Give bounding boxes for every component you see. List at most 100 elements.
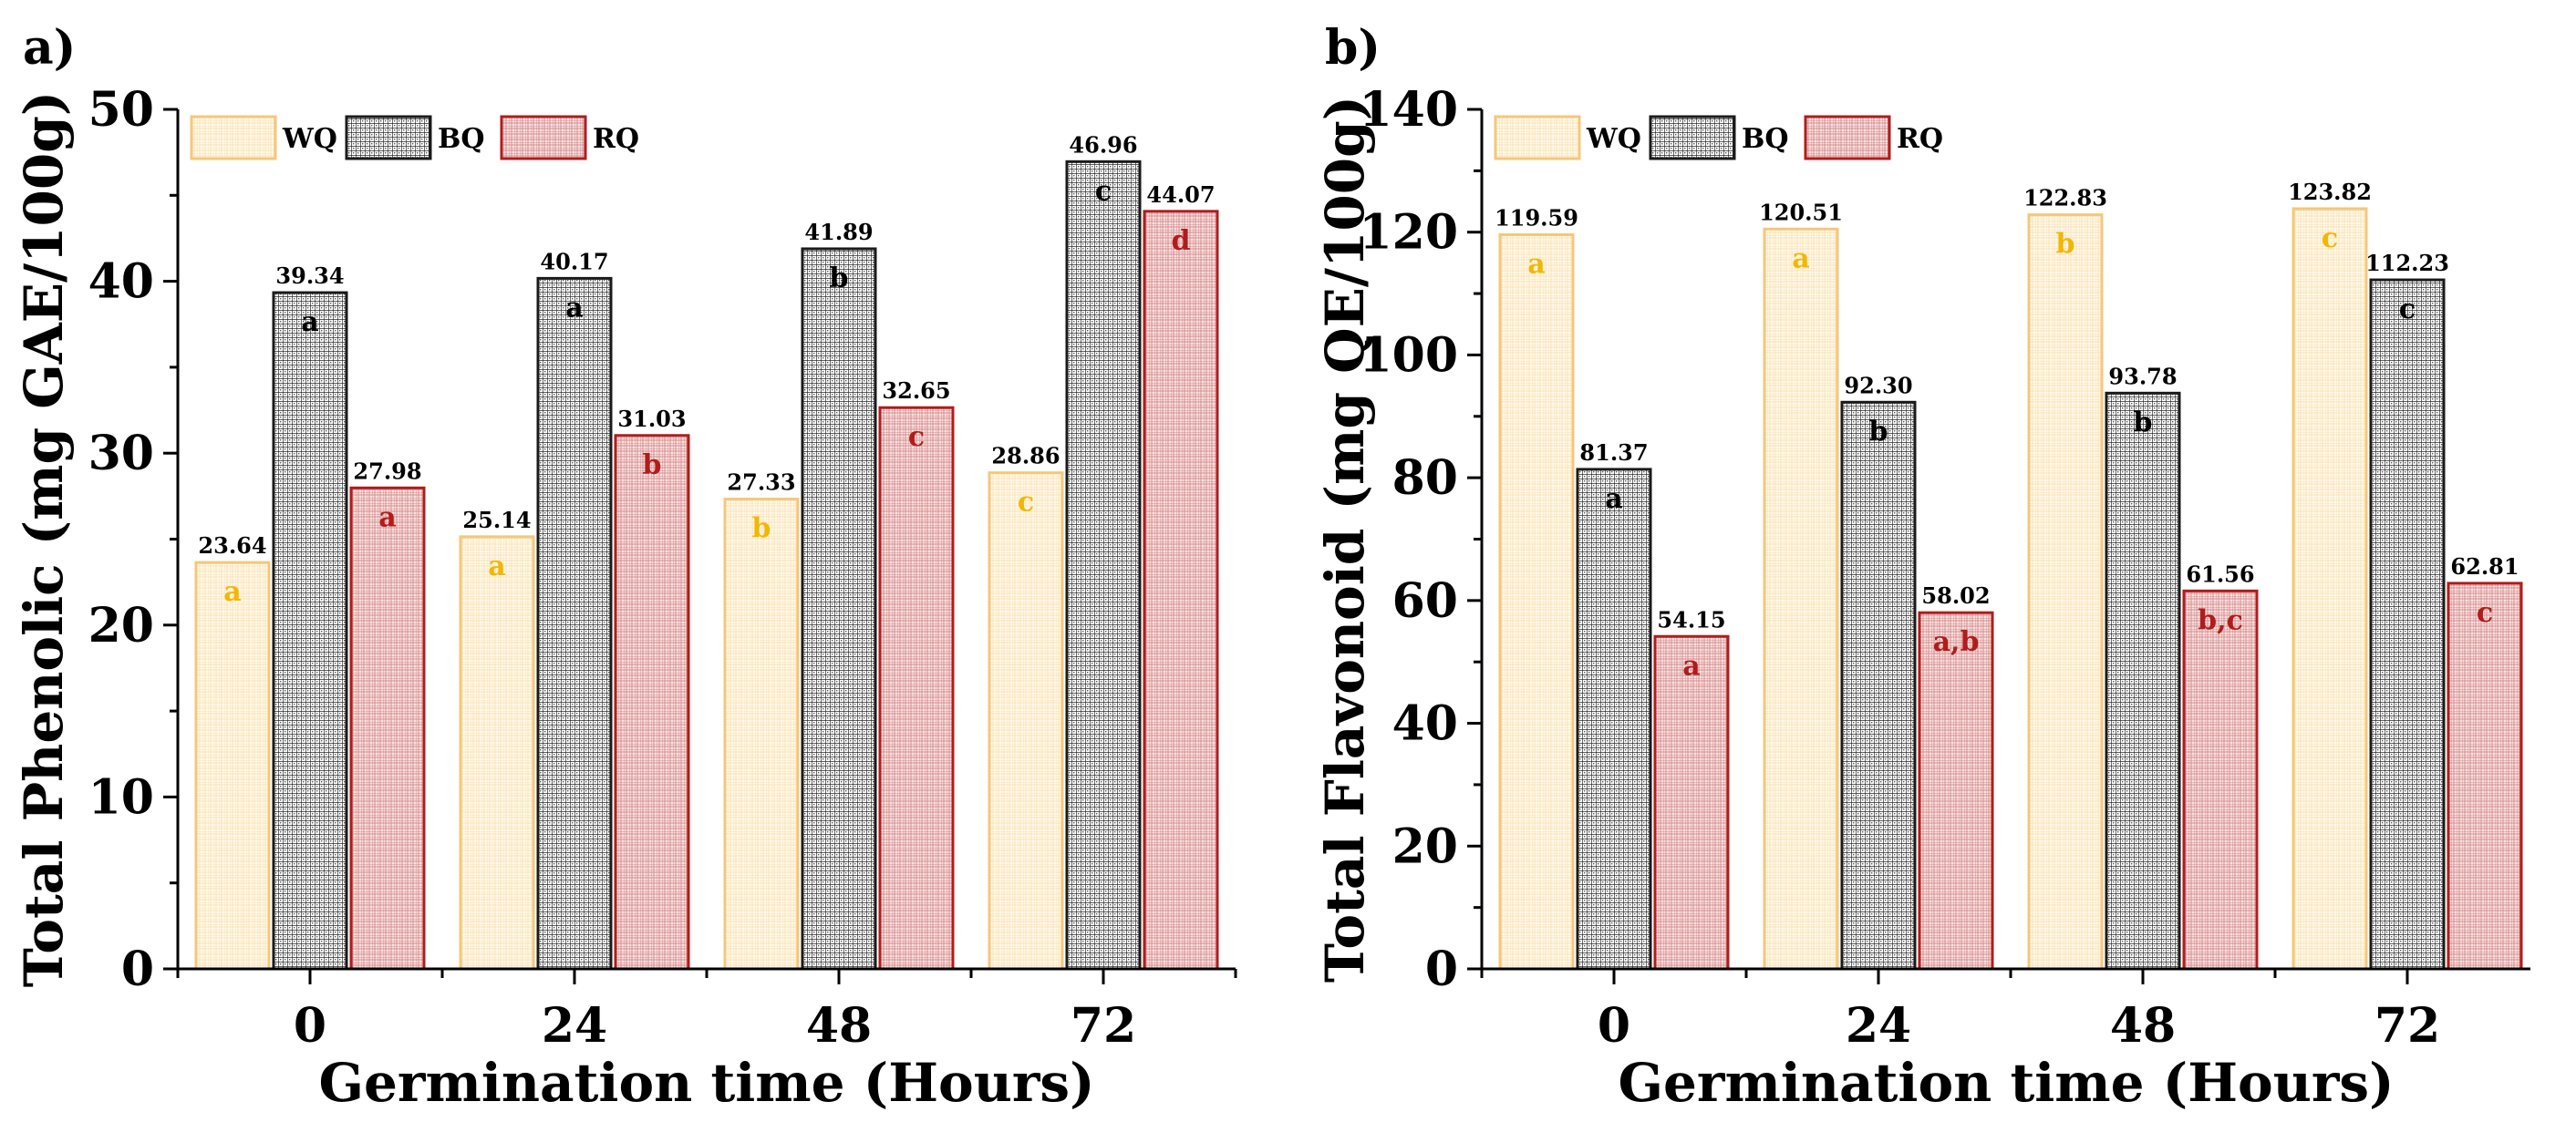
value-label-rq-48: 32.65	[882, 377, 950, 404]
bar-wq-0	[194, 561, 271, 971]
value-label-bq-48: 93.78	[2108, 363, 2177, 389]
bar-bq-0	[272, 291, 348, 971]
x-axis-title: Germination time (Hours)	[1618, 1052, 2394, 1114]
significance-letter-rq-24: a,b	[1933, 626, 1980, 658]
value-label-bq-0: 81.37	[1579, 439, 1648, 466]
value-label-bq-0: 39.34	[275, 262, 344, 289]
significance-letter-bq-72: c	[2399, 293, 2416, 325]
bar-rq-72	[1143, 210, 1219, 971]
value-label-wq-0: 119.59	[1495, 204, 1578, 231]
bar-rq-72	[2447, 582, 2523, 971]
bar-bq-48	[2105, 391, 2181, 971]
bar-rq-24	[1918, 611, 1994, 971]
y-tick-label: 120	[1359, 205, 1458, 261]
panel-label: a)	[23, 20, 76, 76]
legend-label-rq: RQ	[593, 123, 639, 155]
legend-label-bq: BQ	[438, 123, 485, 155]
value-label-rq-24: 58.02	[1921, 582, 1990, 609]
bar-bq-72	[1065, 160, 1142, 971]
value-label-wq-24: 25.14	[462, 507, 531, 533]
value-label-rq-72: 44.07	[1146, 181, 1215, 208]
significance-letter-rq-0: a	[378, 501, 396, 533]
significance-letter-wq-0: a	[223, 576, 241, 608]
significance-letter-bq-24: b	[1869, 416, 1888, 448]
value-label-wq-48: 27.33	[727, 469, 795, 496]
significance-letter-wq-24: a	[1792, 242, 1809, 274]
significance-letter-rq-72: c	[2477, 597, 2493, 629]
bar-rq-0	[1653, 634, 1730, 971]
legend-label-wq: WQ	[282, 123, 337, 155]
bar-wq-48	[723, 498, 800, 971]
legend-label-bq: BQ	[1742, 123, 1789, 155]
value-label-wq-72: 123.82	[2288, 179, 2372, 205]
bar-rq-24	[614, 434, 690, 971]
bar-rq-48	[2182, 589, 2259, 971]
bar-wq-24	[1763, 227, 1839, 971]
value-label-rq-0: 54.15	[1657, 606, 1725, 633]
y-tick-label: 30	[88, 426, 154, 481]
legend-swatch-rq	[1804, 115, 1891, 160]
value-label-wq-24: 120.51	[1759, 199, 1843, 225]
x-tick-label-24: 24	[542, 998, 607, 1054]
bar-bq-0	[1576, 468, 1652, 971]
significance-letter-bq-24: a	[565, 292, 583, 324]
x-tick-label-48: 48	[2110, 998, 2176, 1054]
bar-bq-24	[1840, 400, 1917, 971]
x-tick-label-24: 24	[1846, 998, 1911, 1054]
significance-letter-wq-24: a	[488, 551, 505, 582]
significance-letter-rq-72: d	[1172, 225, 1191, 257]
y-tick-label: 100	[1359, 327, 1458, 383]
significance-letter-rq-48: b,c	[2198, 604, 2243, 636]
y-tick-label: 20	[88, 598, 154, 654]
value-label-wq-72: 28.86	[991, 443, 1060, 469]
panel-label: b)	[1325, 20, 1381, 76]
legend-swatch-wq	[190, 115, 277, 160]
significance-letter-bq-0: a	[1605, 483, 1622, 515]
panel-b-chart: b) 119.59 a 120.51 a 122.83 b 123.82 c 81.37 a 92.3…	[1314, 20, 2530, 1114]
x-tick-label-0: 0	[1598, 998, 1630, 1054]
legend-swatch-wq	[1494, 115, 1581, 160]
value-label-rq-24: 31.03	[617, 406, 686, 432]
value-label-bq-48: 41.89	[804, 219, 873, 245]
x-tick-label-72: 72	[1071, 998, 1136, 1054]
y-axis-title: Total Flavonoid (mg QE/100g)	[1314, 96, 1376, 983]
y-tick-label: 40	[1392, 696, 1458, 752]
bar-wq-0	[1498, 232, 1575, 971]
value-label-bq-24: 92.30	[1844, 372, 1912, 398]
y-tick-label: 0	[1425, 942, 1458, 997]
x-tick-label-0: 0	[294, 998, 326, 1054]
value-label-bq-72: 46.96	[1069, 131, 1137, 158]
value-label-rq-48: 61.56	[2186, 561, 2254, 587]
bar-wq-24	[459, 535, 535, 971]
significance-letter-wq-48: b	[2056, 229, 2075, 261]
y-axis-title: Total Phenolic (mg GAE/100g)	[13, 91, 75, 987]
y-tick-label: 140	[1359, 82, 1458, 138]
significance-letter-wq-0: a	[1527, 248, 1545, 280]
x-tick-label-48: 48	[806, 998, 872, 1054]
bar-rq-0	[349, 486, 426, 971]
significance-letter-bq-48: b	[830, 262, 849, 294]
bar-wq-72	[2292, 207, 2368, 971]
y-tick-label: 20	[1392, 818, 1458, 874]
legend: WQ BQ RQ	[1494, 115, 1943, 160]
significance-letter-rq-48: c	[908, 421, 925, 453]
significance-letter-rq-0: a	[1682, 650, 1700, 682]
value-label-wq-0: 23.64	[198, 532, 266, 559]
y-tick-label: 0	[121, 942, 154, 997]
significance-letter-bq-0: a	[301, 306, 318, 338]
legend-label-rq: RQ	[1897, 123, 1943, 155]
significance-letter-bq-72: c	[1095, 175, 1112, 207]
value-label-bq-24: 40.17	[540, 248, 608, 274]
significance-letter-bq-48: b	[2134, 407, 2153, 438]
bar-rq-48	[878, 406, 955, 971]
value-label-rq-72: 62.81	[2450, 553, 2519, 580]
legend-label-wq: WQ	[1586, 123, 1641, 155]
panel-a-chart: a) 23.64 a 25.14 a 27.33 b 28.86 c 39.34 a 40.17 a 41…	[13, 20, 1237, 1114]
bar-wq-48	[2027, 213, 2104, 971]
significance-letter-rq-24: b	[643, 449, 662, 481]
bar-bq-24	[536, 276, 613, 971]
significance-letter-wq-72: c	[2322, 222, 2338, 254]
y-tick-label: 50	[88, 82, 154, 138]
x-axis-title: Germination time (Hours)	[318, 1052, 1094, 1114]
